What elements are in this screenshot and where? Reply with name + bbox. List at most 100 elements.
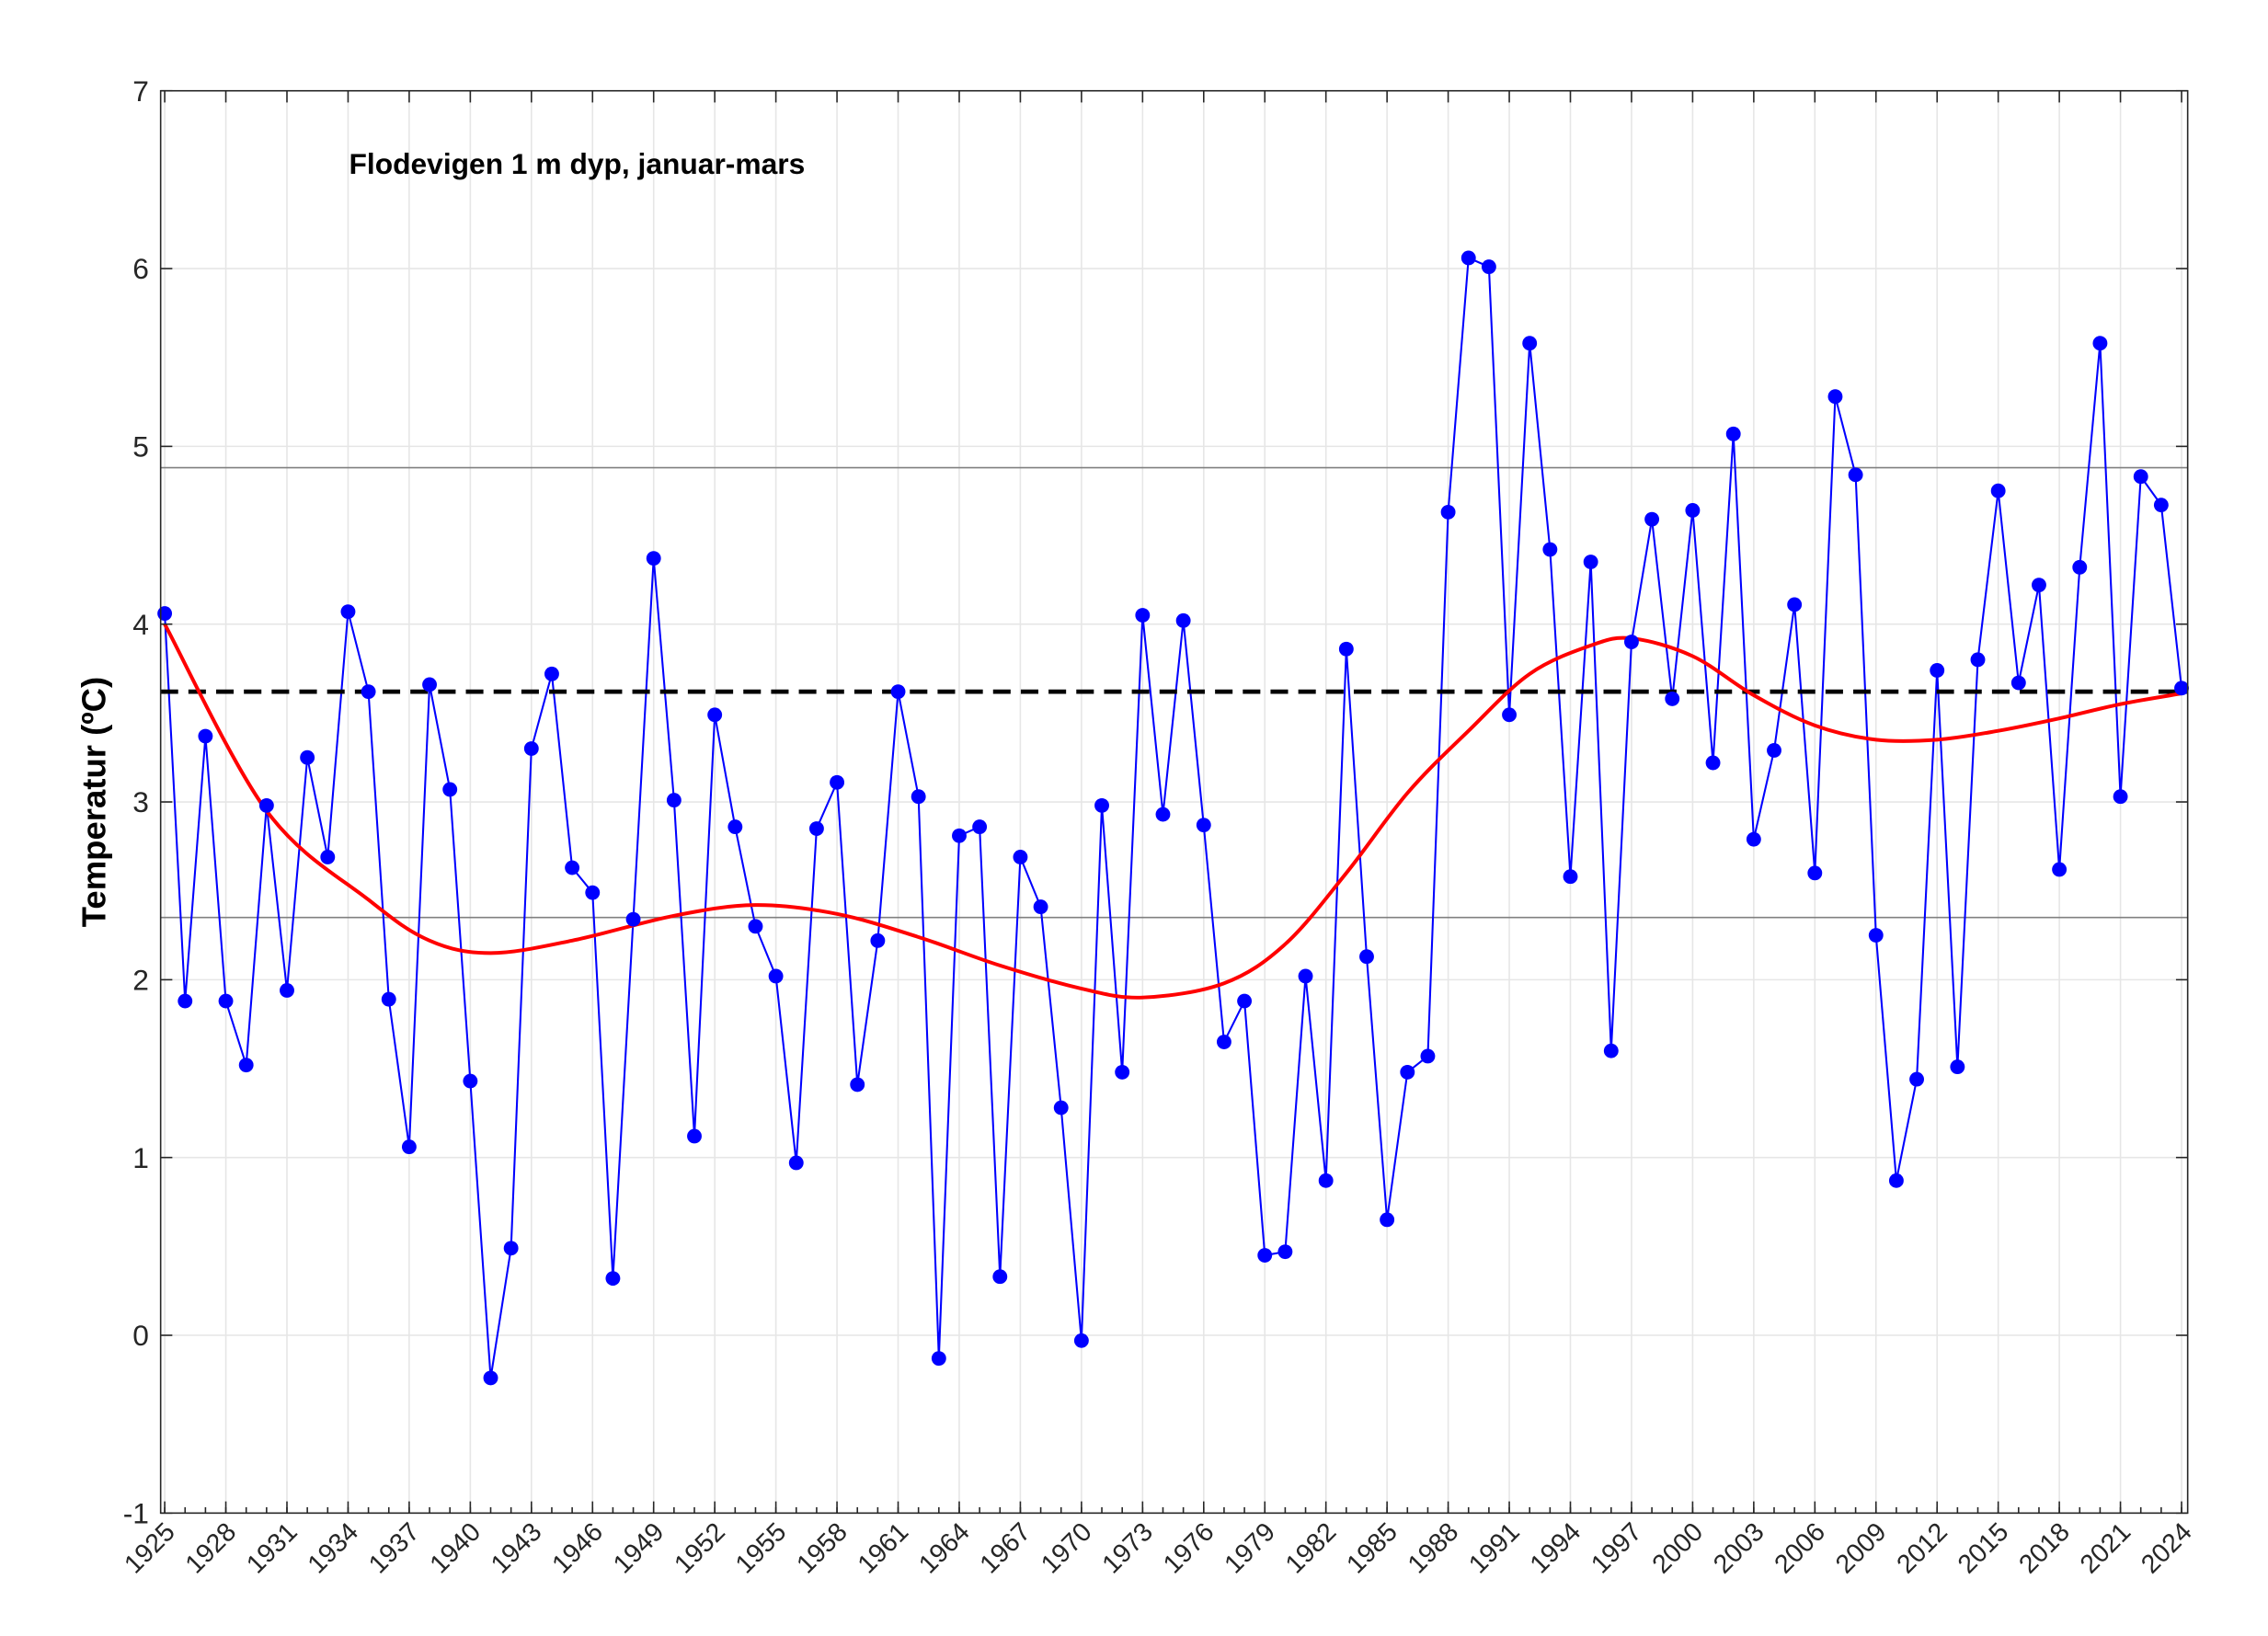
data-point-1925	[157, 606, 173, 622]
axes: -101234567192519281931193419371940194319…	[119, 74, 2198, 1580]
data-point-2002	[1725, 426, 1741, 441]
data-point-1953	[727, 819, 743, 835]
data-point-2023	[2153, 498, 2169, 513]
data-point-1998	[1644, 511, 1660, 527]
data-point-1933	[320, 850, 336, 864]
data-point-1929	[238, 1058, 254, 1073]
data-point-2018	[2052, 862, 2068, 877]
data-point-2017	[2032, 578, 2046, 593]
data-point-1970	[1073, 1333, 1089, 1348]
data-point-1982	[1318, 1173, 1334, 1188]
x-tick-label: 1949	[608, 1517, 670, 1580]
data-point-2000	[1685, 503, 1701, 518]
data-point-1973	[1135, 608, 1151, 623]
data-point-1937	[401, 1139, 417, 1155]
data-point-1928	[218, 993, 234, 1009]
x-tick-label: 2012	[1891, 1517, 1953, 1580]
x-tick-label: 2024	[2136, 1517, 2198, 1580]
data-point-1958	[830, 774, 845, 790]
y-tick-label: -1	[123, 1496, 149, 1529]
data-point-2013	[1950, 1059, 1965, 1075]
data-point-1988	[1440, 504, 1456, 520]
data-point-1993	[1542, 542, 1558, 557]
x-tick-label: 1940	[424, 1517, 487, 1580]
data-point-1934	[340, 604, 356, 620]
data-point-1964	[952, 828, 967, 843]
data-point-1984	[1359, 949, 1374, 965]
x-tick-label: 1934	[303, 1517, 365, 1580]
data-point-1997	[1624, 635, 1639, 649]
data-point-1983	[1338, 641, 1354, 657]
x-tick-label: 2009	[1830, 1517, 1893, 1580]
y-tick-label: 7	[132, 74, 149, 108]
x-tick-label: 1976	[1158, 1517, 1220, 1580]
data-point-1972	[1115, 1064, 1130, 1080]
x-tick-label: 1967	[974, 1517, 1037, 1580]
x-tick-label: 1931	[241, 1517, 304, 1580]
x-tick-label: 1955	[730, 1517, 793, 1580]
x-tick-label: 2000	[1646, 1517, 1709, 1580]
x-tick-label: 1928	[180, 1517, 243, 1580]
x-tick-label: 1952	[669, 1517, 731, 1580]
data-point-1952	[707, 707, 723, 723]
x-tick-label: 1973	[1096, 1517, 1159, 1580]
x-tick-label: 1985	[1341, 1517, 1403, 1580]
data-point-1990	[1481, 259, 1496, 275]
data-point-1977	[1216, 1035, 1231, 1049]
series-layer	[157, 250, 2189, 1386]
temperature-series-line	[164, 256, 2183, 1379]
data-point-2008	[1848, 467, 1863, 483]
y-tick-label: 4	[132, 608, 149, 641]
data-point-2001	[1705, 755, 1721, 771]
data-point-2005	[1787, 597, 1803, 612]
data-point-2010	[1888, 1173, 1904, 1188]
data-point-1975	[1175, 612, 1191, 628]
data-point-1931	[280, 983, 294, 998]
data-point-1938	[422, 677, 437, 692]
data-point-2022	[2133, 469, 2148, 485]
data-point-1926	[178, 993, 193, 1009]
data-point-1951	[687, 1128, 702, 1144]
data-point-1976	[1196, 818, 1211, 833]
data-point-1944	[544, 666, 559, 681]
data-point-2024	[2174, 681, 2189, 696]
data-point-1942	[503, 1241, 519, 1256]
data-point-1959	[850, 1077, 865, 1093]
x-tick-label: 1964	[913, 1517, 976, 1580]
data-point-2007	[1827, 389, 1843, 405]
x-tick-label: 1982	[1280, 1517, 1343, 1580]
y-tick-label: 1	[132, 1141, 149, 1174]
x-tick-label: 1961	[853, 1517, 915, 1580]
data-point-1986	[1400, 1064, 1415, 1080]
data-point-1985	[1380, 1212, 1395, 1228]
data-point-1981	[1298, 968, 1313, 984]
data-point-1936	[381, 991, 396, 1007]
x-tick-label: 1991	[1463, 1517, 1526, 1580]
x-tick-label: 2003	[1708, 1517, 1770, 1580]
data-point-1961	[890, 684, 906, 700]
data-point-1971	[1094, 797, 1109, 813]
data-point-2014	[1970, 652, 1986, 668]
data-point-2009	[1868, 928, 1884, 943]
x-tick-label: 1994	[1525, 1517, 1587, 1580]
data-point-1974	[1155, 807, 1171, 822]
data-point-1932	[300, 749, 315, 765]
data-point-1947	[605, 1271, 621, 1287]
y-tick-label: 6	[132, 252, 149, 285]
data-point-1957	[808, 821, 824, 836]
smoothed-trend-curve	[163, 623, 2182, 1000]
data-point-1978	[1237, 993, 1253, 1009]
data-point-1963	[931, 1351, 946, 1367]
x-tick-label: 2021	[2075, 1517, 2137, 1580]
x-tick-label: 1979	[1219, 1517, 1281, 1580]
data-point-1948	[625, 911, 641, 927]
data-point-2016	[2010, 675, 2026, 691]
x-tick-label: 2015	[1953, 1517, 2015, 1580]
data-point-1966	[992, 1269, 1008, 1285]
data-point-1950	[666, 793, 682, 808]
data-point-1996	[1603, 1043, 1619, 1058]
data-point-1939	[442, 782, 458, 797]
data-point-1967	[1013, 850, 1028, 864]
data-point-2012	[1930, 663, 1945, 678]
